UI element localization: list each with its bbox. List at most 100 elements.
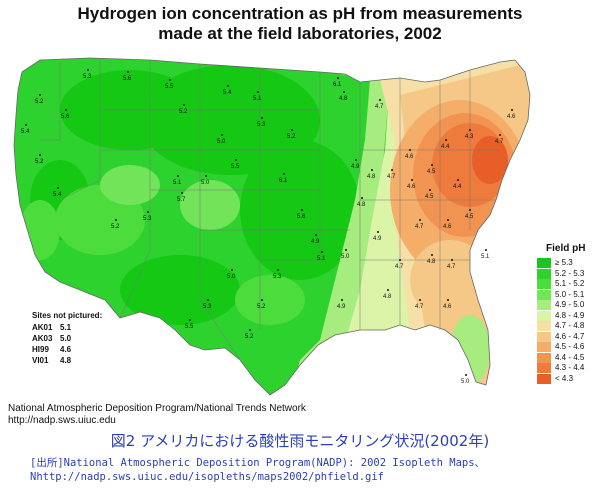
legend-label: 4.8 - 4.9 bbox=[555, 310, 585, 320]
legend-label: 4.5 - 4.6 bbox=[555, 342, 585, 351]
site-dot bbox=[87, 69, 89, 71]
site-dot bbox=[431, 164, 433, 166]
site-ph-label: 5.2 bbox=[257, 304, 266, 310]
site-ph: 5.0 bbox=[60, 334, 72, 343]
site-ph-label: 4.9 bbox=[337, 304, 346, 310]
site-dot bbox=[277, 269, 279, 271]
site-dot bbox=[337, 77, 339, 79]
site-ph-label: 5.3 bbox=[273, 274, 282, 280]
site-ph-label: 4.6 bbox=[407, 184, 416, 190]
figure-caption: 図2 アメリカにおける酸性雨モニタリング状況(2002年) bbox=[110, 432, 490, 450]
site-dot bbox=[147, 211, 149, 213]
site-markers: 5.3 5.2 5.6 5.4 5.2 5.6 6.1 5.5 5.2 5.4 5.0 5.1 5.3 5… bbox=[21, 69, 516, 385]
site-ph-label: 5.6 bbox=[297, 214, 306, 220]
title-line-1: Hydrogen ion concentration as pH from me… bbox=[77, 4, 523, 23]
legend-swatch bbox=[537, 310, 551, 321]
legend-swatch bbox=[537, 363, 551, 373]
site-ph-label: 5.0 bbox=[341, 254, 350, 260]
site-dot bbox=[207, 299, 209, 301]
site-ph-label: 6.1 bbox=[333, 82, 342, 88]
site-ph-label: 5.0 bbox=[227, 274, 236, 280]
site-dot bbox=[355, 159, 357, 161]
site-ph-label: 5.2 bbox=[287, 134, 296, 140]
site-ph-label: 4.3 bbox=[465, 134, 474, 140]
site-dot bbox=[361, 197, 363, 199]
site-ph-label: 5.2 bbox=[179, 109, 188, 115]
sites-not-pictured: Sites not pictured: AK01 5.1 AK03 5.0 HI99 4.… bbox=[32, 310, 102, 366]
site-ph-label: 4.5 bbox=[425, 194, 434, 200]
credit: National Atmospheric Deposition Program/… bbox=[8, 403, 306, 427]
site-ph-label: 4.7 bbox=[375, 104, 384, 110]
site-ph-label: 4.7 bbox=[395, 264, 404, 270]
legend-label: 4.9 - 5.0 bbox=[555, 300, 585, 309]
not-pictured-row: VI01 4.8 bbox=[32, 355, 102, 366]
site-ph-label: 4.6 bbox=[507, 114, 516, 120]
legend-label: 4.4 - 4.5 bbox=[555, 352, 585, 362]
site-ph-label: 5.1 bbox=[253, 96, 262, 102]
site-ph-label: 4.7 bbox=[495, 139, 504, 145]
site-ph-label: 4.7 bbox=[387, 174, 396, 180]
site-ph-label: 5.5 bbox=[165, 84, 174, 90]
site-ph-label: 4.9 bbox=[311, 239, 320, 245]
site-ph-label: 4.8 bbox=[357, 202, 366, 208]
site-dot bbox=[39, 154, 41, 156]
site-ph-label: 5.6 bbox=[61, 114, 70, 120]
site-ph-label: 5.2 bbox=[111, 224, 120, 230]
credit-url: http://nadp.sws.uiuc.edu bbox=[8, 415, 116, 426]
site-ph-label: 4.8 bbox=[339, 96, 348, 102]
site-ph-label: 4.7 bbox=[447, 264, 456, 270]
site-dot bbox=[301, 209, 303, 211]
source-line-1: [出所]National Atmospheric Deposition Prog… bbox=[30, 457, 486, 469]
site-ph-label: 4.8 bbox=[367, 174, 376, 180]
site-dot bbox=[379, 99, 381, 101]
site-ph-label: 4.5 bbox=[465, 214, 474, 220]
not-pictured-row: AK01 5.1 bbox=[32, 322, 102, 333]
site-dot bbox=[409, 149, 411, 151]
legend-swatch bbox=[537, 331, 551, 342]
not-pictured-row: AK03 5.0 bbox=[32, 333, 102, 344]
site-dot bbox=[227, 85, 229, 87]
site-dot bbox=[57, 187, 59, 189]
site-ph-label: 4.4 bbox=[441, 144, 450, 150]
not-pictured-row: HI99 4.6 bbox=[32, 344, 102, 355]
site-dot bbox=[321, 251, 323, 253]
source-line-2: Nhttp://nadp.sws.uiuc.edu/isopleths/maps… bbox=[30, 471, 385, 483]
site-ph: 4.6 bbox=[60, 345, 72, 354]
legend-item: < 4.3 bbox=[537, 373, 600, 384]
site-ph-label: 4.6 bbox=[443, 224, 452, 230]
site-dot bbox=[411, 179, 413, 181]
legend-item: 4.4 - 4.5 bbox=[537, 352, 600, 363]
site-dot bbox=[25, 124, 27, 126]
site-dot bbox=[261, 299, 263, 301]
site-dot bbox=[341, 299, 343, 301]
title-line-2: made at the field laboratories, 2002 bbox=[158, 24, 442, 43]
site-id: VI01 bbox=[32, 356, 49, 365]
legend-item: 5.1 - 5.2 bbox=[537, 279, 600, 289]
site-dot bbox=[469, 129, 471, 131]
site-dot bbox=[169, 79, 171, 81]
legend-item: 5.2 - 5.3 bbox=[537, 268, 600, 279]
site-ph-label: 5.4 bbox=[223, 90, 232, 96]
site-dot bbox=[115, 219, 117, 221]
site-dot bbox=[499, 134, 501, 136]
legend-item: 4.9 - 5.0 bbox=[537, 300, 600, 310]
site-id: AK03 bbox=[32, 334, 53, 343]
site-ph-label: 5.0 bbox=[461, 379, 470, 385]
site-dot bbox=[447, 299, 449, 301]
site-dot bbox=[261, 117, 263, 119]
legend-swatch bbox=[537, 321, 551, 331]
site-ph-label: 4.5 bbox=[427, 169, 436, 175]
legend-item: 4.8 - 4.9 bbox=[537, 310, 600, 321]
legend-label: 5.0 - 5.1 bbox=[555, 289, 585, 299]
credit-line-1: National Atmospheric Deposition Program/… bbox=[8, 403, 306, 414]
legend-label: 4.6 - 4.7 bbox=[555, 331, 585, 341]
legend-item: 5.0 - 5.1 bbox=[537, 289, 600, 300]
site-ph-label: 4.9 bbox=[351, 164, 360, 170]
site-dot bbox=[189, 319, 191, 321]
site-dot bbox=[457, 179, 459, 181]
site-dot bbox=[283, 173, 285, 175]
legend-swatch bbox=[537, 300, 551, 310]
site-ph-label: 4.8 bbox=[383, 294, 392, 300]
legend-swatch bbox=[537, 279, 551, 289]
